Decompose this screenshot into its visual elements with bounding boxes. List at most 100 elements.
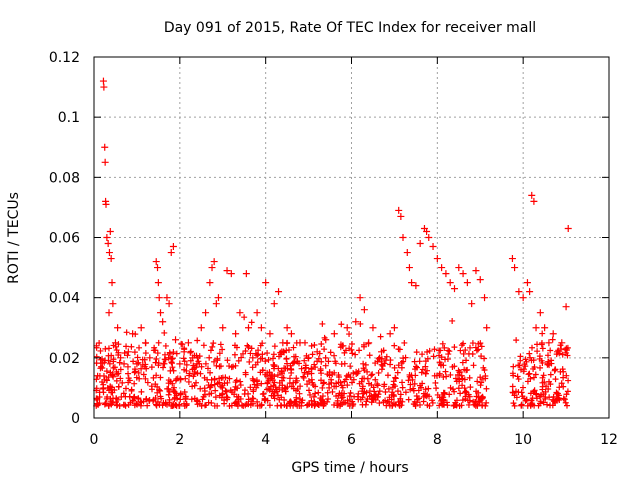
data-point bbox=[223, 267, 231, 275]
data-point bbox=[180, 348, 188, 356]
band-point bbox=[413, 392, 420, 399]
band-point bbox=[161, 329, 168, 336]
band-point bbox=[169, 364, 176, 371]
band-point bbox=[181, 389, 188, 396]
band-point bbox=[366, 388, 373, 395]
band-point bbox=[208, 400, 215, 407]
band-point bbox=[223, 388, 230, 395]
band-point bbox=[344, 397, 351, 404]
band-point bbox=[530, 365, 537, 372]
band-point bbox=[290, 359, 297, 366]
band-point bbox=[245, 390, 252, 397]
band-point bbox=[563, 372, 570, 379]
band-point bbox=[422, 386, 429, 393]
band-point bbox=[546, 402, 553, 409]
band-point bbox=[540, 399, 547, 406]
band-point bbox=[120, 390, 127, 397]
data-point bbox=[558, 339, 566, 347]
band-point bbox=[415, 387, 422, 394]
band-point bbox=[264, 350, 271, 357]
band-point bbox=[318, 358, 325, 365]
band-point bbox=[341, 378, 348, 385]
data-point bbox=[446, 279, 454, 287]
band-point bbox=[117, 366, 124, 373]
band-point bbox=[418, 369, 425, 376]
band-point bbox=[298, 399, 305, 406]
band-point bbox=[514, 373, 521, 380]
band-point bbox=[266, 387, 273, 394]
data-point bbox=[146, 354, 154, 362]
band-point bbox=[162, 400, 169, 407]
data-point bbox=[397, 212, 405, 220]
band-point bbox=[431, 346, 438, 353]
band-point bbox=[446, 348, 453, 355]
band-point bbox=[467, 384, 474, 391]
band-point bbox=[539, 345, 546, 352]
band-point bbox=[107, 398, 114, 405]
band-point bbox=[359, 375, 366, 382]
band-point bbox=[290, 379, 297, 386]
band-point bbox=[552, 376, 559, 383]
band-point bbox=[443, 399, 450, 406]
band-point bbox=[113, 347, 120, 354]
band-point bbox=[276, 379, 283, 386]
band-point bbox=[436, 359, 443, 366]
band-point bbox=[173, 350, 180, 357]
band-point bbox=[442, 356, 449, 363]
band-point bbox=[459, 382, 466, 389]
band-point bbox=[478, 402, 485, 409]
band-point bbox=[185, 378, 192, 385]
band-point bbox=[364, 375, 371, 382]
band-point bbox=[241, 314, 248, 321]
band-point bbox=[105, 357, 112, 364]
band-point bbox=[325, 358, 332, 365]
band-point bbox=[389, 389, 396, 396]
band-point bbox=[276, 384, 283, 391]
band-point bbox=[171, 389, 178, 396]
band-point bbox=[244, 342, 251, 349]
data-point bbox=[165, 300, 173, 308]
data-point bbox=[242, 270, 250, 278]
band-point bbox=[424, 402, 431, 409]
band-point bbox=[539, 330, 546, 337]
band-point bbox=[537, 364, 544, 371]
band-point bbox=[230, 363, 237, 370]
band-point bbox=[311, 342, 318, 349]
band-point bbox=[141, 356, 148, 363]
band-point bbox=[270, 361, 277, 368]
band-point bbox=[226, 363, 233, 370]
data-point bbox=[114, 324, 122, 332]
band-point bbox=[529, 344, 536, 351]
band-point bbox=[317, 365, 324, 372]
band-point bbox=[450, 386, 457, 393]
band-point bbox=[424, 355, 431, 362]
band-point bbox=[386, 402, 393, 409]
band-point bbox=[549, 396, 556, 403]
band-point bbox=[384, 372, 391, 379]
data-point bbox=[219, 324, 227, 332]
band-point bbox=[564, 388, 571, 395]
band-point bbox=[238, 354, 245, 361]
band-point bbox=[121, 350, 128, 357]
band-point bbox=[179, 341, 186, 348]
band-point bbox=[351, 393, 358, 400]
band-point bbox=[433, 385, 440, 392]
band-point bbox=[153, 372, 160, 379]
band-point bbox=[293, 377, 300, 384]
data-point bbox=[102, 200, 110, 208]
band-point bbox=[194, 337, 201, 344]
band-point bbox=[122, 401, 129, 408]
data-point bbox=[360, 306, 368, 314]
data-point bbox=[532, 324, 540, 332]
data-point bbox=[523, 279, 531, 287]
band-point bbox=[383, 353, 390, 360]
band-point bbox=[100, 385, 107, 392]
band-point bbox=[281, 384, 288, 391]
band-point bbox=[111, 386, 118, 393]
band-point bbox=[224, 357, 231, 364]
band-point bbox=[93, 396, 100, 403]
band-point bbox=[250, 388, 257, 395]
band-point bbox=[311, 398, 318, 405]
band-point bbox=[335, 372, 342, 379]
band-point bbox=[344, 382, 351, 389]
